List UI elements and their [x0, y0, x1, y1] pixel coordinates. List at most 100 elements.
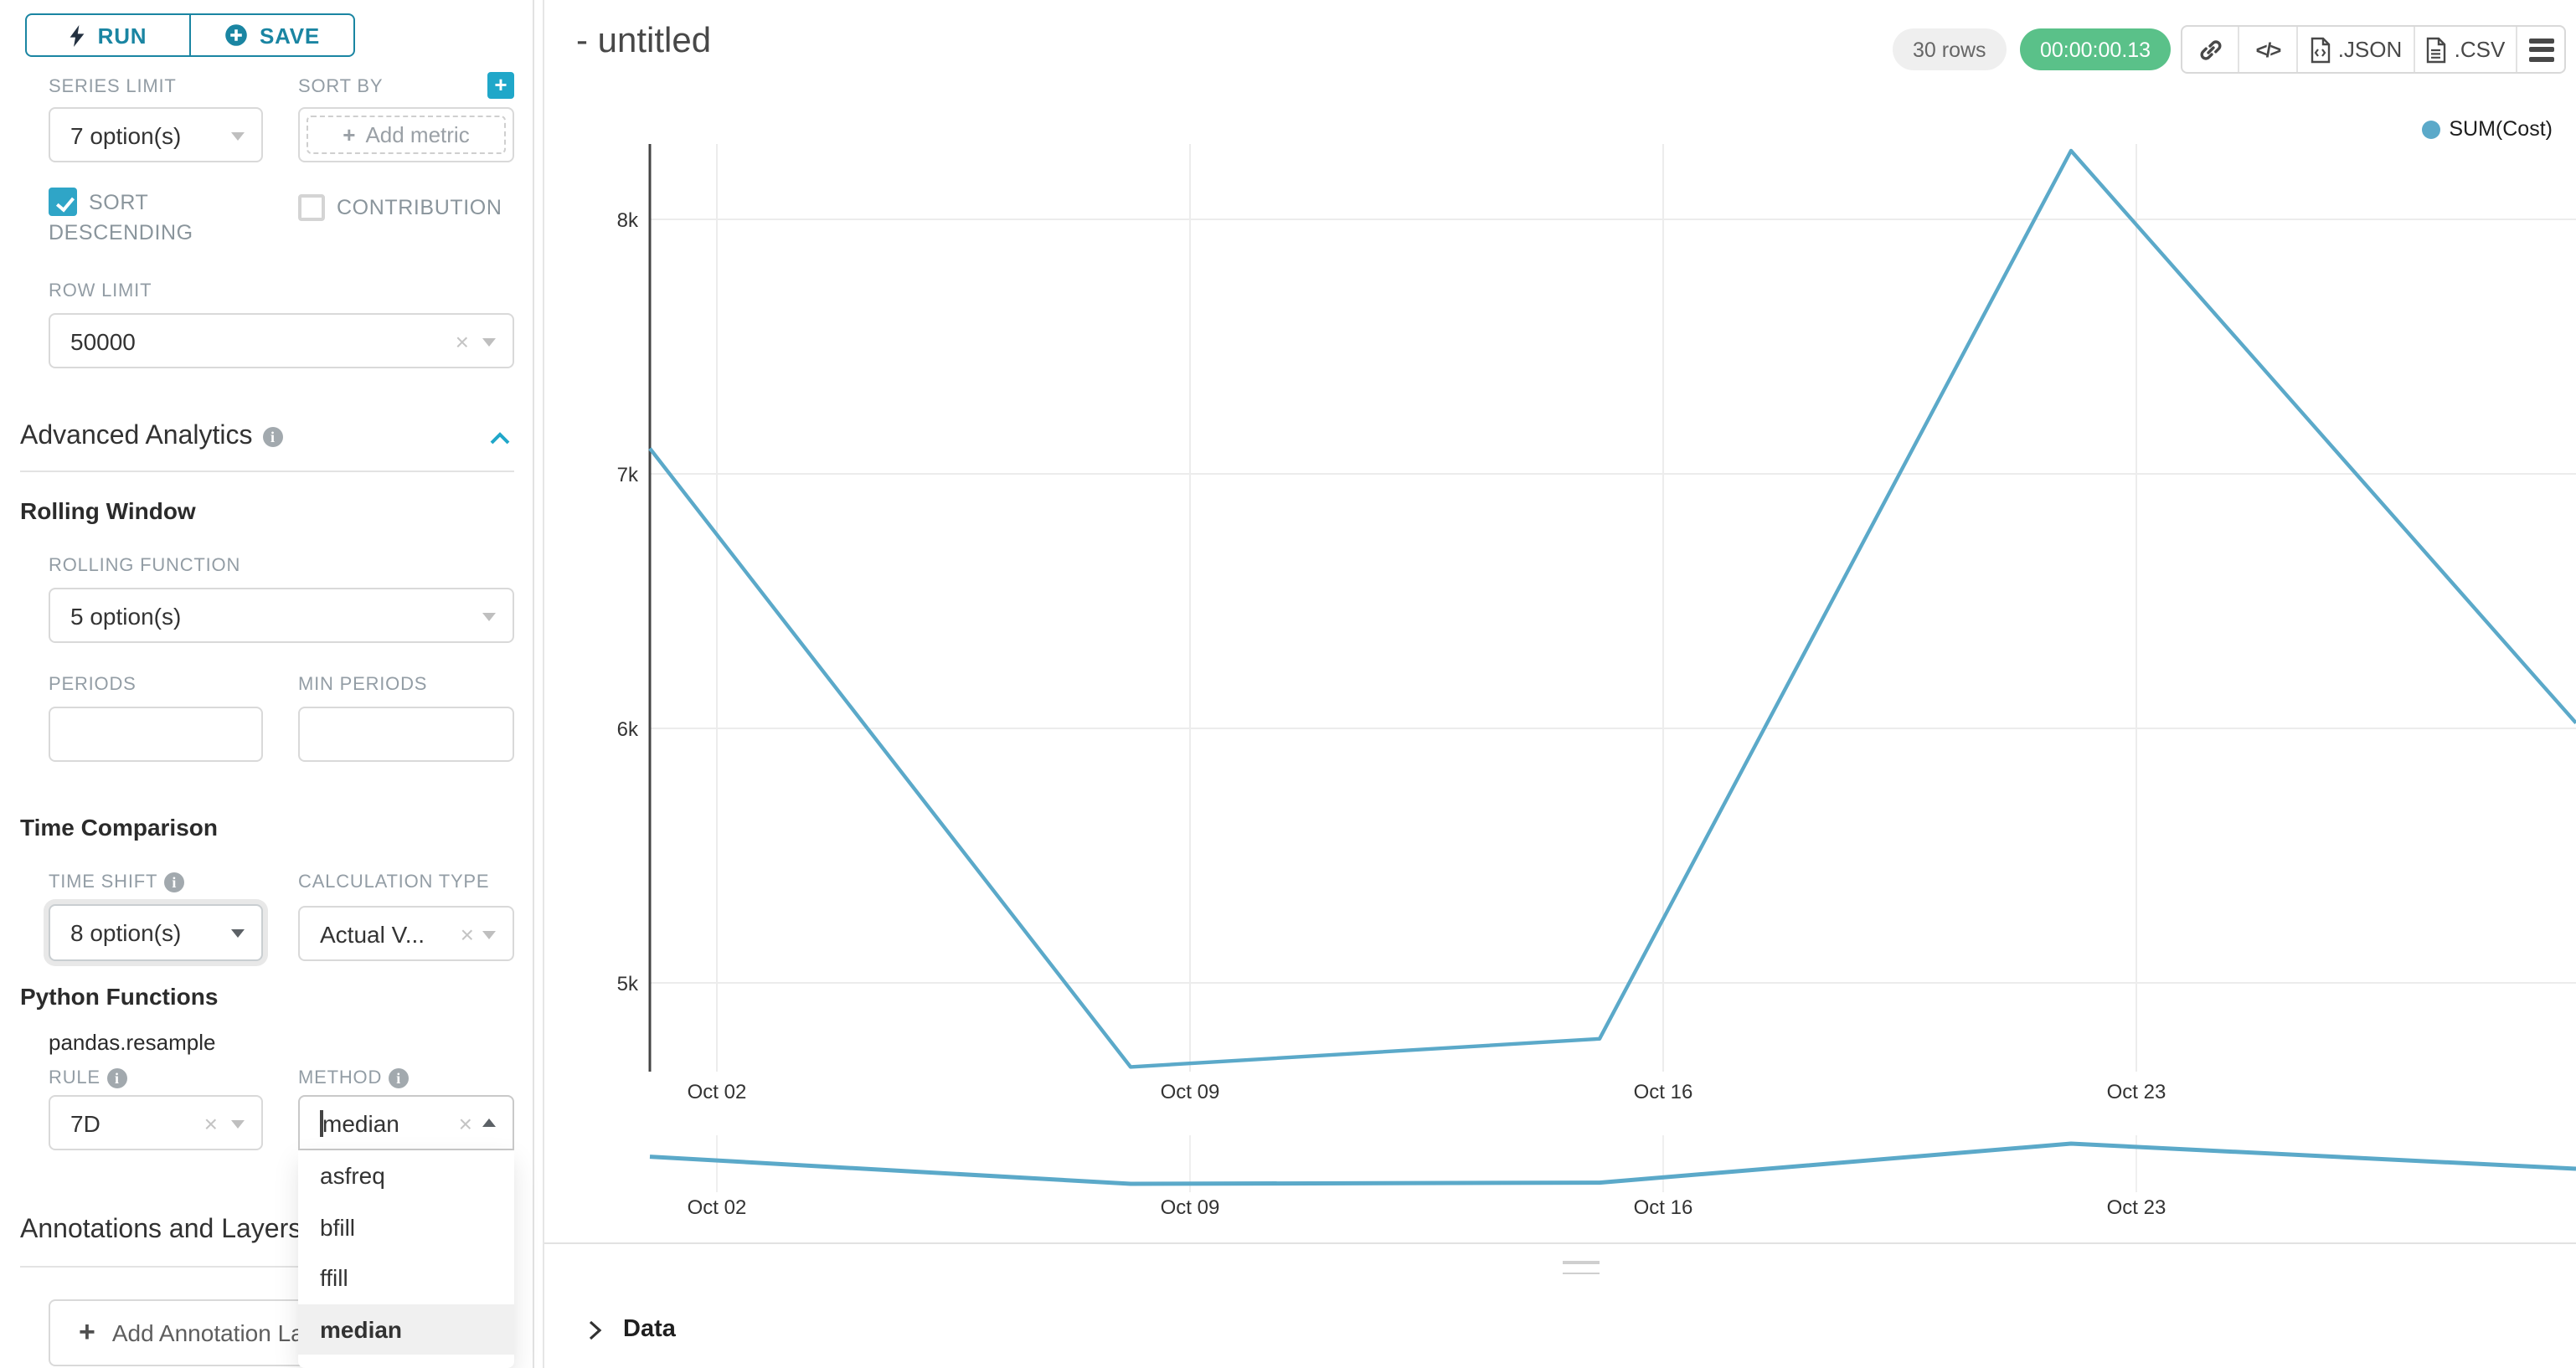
- method-option-ffill[interactable]: ffill: [298, 1252, 514, 1304]
- link-icon: [2199, 39, 2221, 59]
- row-limit-label: ROW LIMIT: [49, 281, 152, 301]
- method-option-bfill[interactable]: bfill: [298, 1201, 514, 1252]
- x-tick-label: Oct 23: [2107, 1081, 2166, 1103]
- pandas-resample-label: pandas.resample: [49, 1030, 216, 1055]
- advanced-analytics-heading[interactable]: Advanced Analytics i: [20, 422, 283, 452]
- rolling-function-label: ROLLING FUNCTION: [49, 556, 241, 576]
- lightning-bolt-icon: [70, 24, 85, 46]
- sort-by-metric-box[interactable]: + Add metric: [298, 107, 514, 162]
- chart-panel-bottom-border: [544, 1242, 2576, 1244]
- text-cursor: [320, 1109, 322, 1136]
- legend-dot-icon: [2422, 120, 2441, 138]
- chart-menu-button[interactable]: [2516, 27, 2564, 72]
- run-button[interactable]: RUN: [27, 15, 189, 55]
- clear-icon[interactable]: ×: [455, 327, 469, 354]
- save-button[interactable]: SAVE: [189, 15, 353, 55]
- contribution-checkbox[interactable]: [298, 194, 325, 221]
- chevron-up-icon: [482, 1111, 496, 1126]
- method-label: METHOD i: [298, 1068, 410, 1088]
- share-link-button[interactable]: [2182, 27, 2238, 72]
- query-timer-badge: 00:00:00.13: [2020, 28, 2172, 70]
- rule-label: RULE i: [49, 1068, 127, 1088]
- info-icon[interactable]: i: [106, 1068, 127, 1088]
- legend-label: SUM(Cost): [2449, 117, 2553, 141]
- y-tick-label: 6k: [617, 718, 639, 741]
- method-option-median[interactable]: median: [298, 1304, 514, 1355]
- info-icon[interactable]: i: [164, 872, 185, 892]
- chart-title[interactable]: - untitled: [576, 22, 712, 60]
- info-icon[interactable]: i: [389, 1068, 410, 1088]
- calculation-type-label: CALCULATION TYPE: [298, 872, 490, 892]
- time-shift-label: TIME SHIFT i: [49, 872, 185, 892]
- annotations-layers-heading: Annotations and Layers: [20, 1216, 302, 1244]
- preview-x-tick-label: Oct 16: [1634, 1196, 1693, 1219]
- row-limit-select[interactable]: 50000 ×: [49, 313, 514, 368]
- y-tick-label: 7k: [617, 464, 639, 486]
- rolling-function-select[interactable]: 5 option(s): [49, 588, 514, 643]
- rolling-window-heading: Rolling Window: [20, 497, 196, 524]
- rolling-function-value: 5 option(s): [70, 602, 182, 629]
- x-tick-label: Oct 16: [1634, 1081, 1693, 1103]
- sort-by-label: SORT BY: [298, 77, 384, 97]
- chevron-right-icon: [589, 1319, 602, 1340]
- preview-x-tick-label: Oct 23: [2107, 1196, 2166, 1219]
- view-query-button[interactable]: </>: [2238, 27, 2296, 72]
- save-button-label: SAVE: [259, 23, 321, 48]
- chart-legend[interactable]: SUM(Cost): [2422, 117, 2553, 141]
- preview-x-tick-label: Oct 09: [1161, 1196, 1220, 1219]
- method-combobox[interactable]: median ×: [298, 1095, 514, 1150]
- method-option-asfreq[interactable]: asfreq: [298, 1150, 514, 1201]
- series-line: [648, 148, 2576, 1069]
- min-periods-label: MIN PERIODS: [298, 675, 428, 695]
- contribution-control[interactable]: CONTRIBUTION: [298, 193, 543, 223]
- sort-by-add-icon[interactable]: +: [487, 72, 514, 99]
- clear-icon[interactable]: ×: [458, 1109, 472, 1136]
- chart-canvas[interactable]: 8k 7k 6k 5k Oct 02 Oct 09 Oct 16 Oct 23 Oct 02 Oc…: [544, 0, 2576, 1239]
- data-panel-toggle[interactable]: Data: [588, 1316, 676, 1343]
- min-periods-input[interactable]: [298, 707, 514, 762]
- csv-file-icon: [2427, 36, 2446, 63]
- row-limit-value: 50000: [70, 327, 136, 354]
- x-tick-label: Oct 02: [688, 1081, 747, 1103]
- rule-select[interactable]: 7D ×: [49, 1095, 263, 1150]
- sort-descending-control[interactable]: SORT DESCENDING: [49, 188, 256, 248]
- export-json-label: .JSON: [2337, 37, 2403, 62]
- panel-resize-handle[interactable]: [1563, 1261, 1600, 1274]
- clear-icon[interactable]: ×: [204, 1109, 218, 1136]
- python-functions-heading: Python Functions: [20, 983, 219, 1010]
- row-count-badge: 30 rows: [1893, 28, 2007, 70]
- time-shift-value: 8 option(s): [70, 919, 182, 946]
- data-panel-label: Data: [623, 1316, 676, 1343]
- sort-descending-checkbox[interactable]: [49, 188, 77, 216]
- plus-circle-icon: [225, 24, 247, 46]
- method-dropdown-menu: asfreq bfill ffill median: [298, 1150, 514, 1368]
- chevron-down-icon: [482, 612, 496, 627]
- chevron-down-icon: [482, 930, 496, 945]
- preview-x-tick-label: Oct 02: [688, 1196, 747, 1219]
- info-icon[interactable]: i: [262, 427, 283, 447]
- panel-divider: [543, 0, 544, 1368]
- chart-panel: - untitled 30 rows 00:00:00.13 </> .JSON: [544, 0, 2576, 1368]
- preview-line: [649, 1141, 2576, 1186]
- hamburger-menu-icon: [2528, 38, 2553, 61]
- periods-label: PERIODS: [49, 675, 137, 695]
- y-tick-label: 5k: [617, 973, 639, 995]
- plus-icon: +: [79, 1316, 95, 1348]
- contribution-label: CONTRIBUTION: [337, 196, 502, 219]
- sidebar-scrollbar[interactable]: [533, 0, 534, 1368]
- json-file-icon: [2311, 36, 2330, 63]
- export-json-button[interactable]: .JSON: [2296, 27, 2414, 72]
- export-csv-button[interactable]: .CSV: [2414, 27, 2516, 72]
- calculation-type-select[interactable]: Actual V... ×: [298, 906, 514, 961]
- chevron-up-icon[interactable]: [489, 432, 511, 445]
- chevron-down-icon: [231, 1119, 245, 1134]
- export-toolbar: </> .JSON .CSV: [2181, 25, 2566, 74]
- rule-value: 7D: [70, 1109, 100, 1136]
- clear-icon[interactable]: ×: [460, 920, 474, 947]
- x-tick-label: Oct 09: [1161, 1081, 1220, 1103]
- time-shift-select[interactable]: 8 option(s): [49, 904, 263, 961]
- time-comparison-heading: Time Comparison: [20, 814, 218, 841]
- series-limit-select[interactable]: 7 option(s): [49, 107, 263, 162]
- periods-input[interactable]: [49, 707, 263, 762]
